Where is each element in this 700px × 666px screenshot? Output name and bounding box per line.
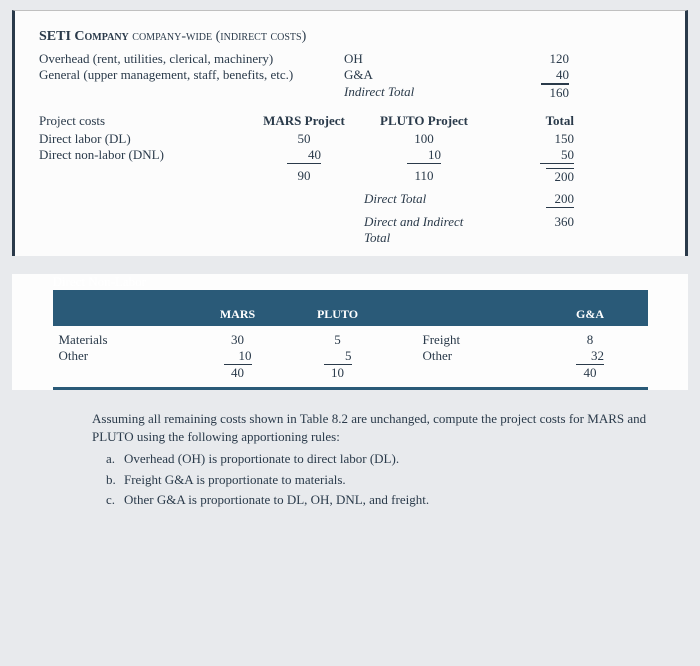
- question-c: c.Other G&A is proportionate to DL, OH, …: [106, 491, 648, 509]
- dl-pluto: 100: [414, 131, 434, 146]
- dnl-materials-label: Materials: [53, 332, 193, 348]
- overhead-label: Overhead (rent, utilities, clerical, mac…: [39, 51, 344, 67]
- general-label: General (upper management, staff, benefi…: [39, 67, 344, 84]
- direct-total-label: Direct Total: [364, 191, 484, 208]
- col-mars: MARS Project: [244, 113, 364, 129]
- col-total: Total: [484, 113, 574, 129]
- general-code: G&A: [344, 67, 509, 84]
- dnl-sum-mars: 40: [231, 365, 244, 380]
- dnl-r1-mars: 30: [231, 332, 244, 347]
- project-costs-label: Project costs: [39, 113, 244, 129]
- dnl-r1-pluto: 5: [334, 332, 341, 347]
- direct-total-value: 200: [546, 191, 574, 208]
- general-value: 40: [541, 67, 569, 84]
- question-block: Assuming all remaining costs shown in Ta…: [12, 390, 688, 521]
- proj-sum-total: 200: [546, 168, 574, 185]
- dnl-title: Direct Non-Labor: [53, 274, 648, 290]
- question-intro: Assuming all remaining costs shown in Ta…: [92, 410, 648, 446]
- title-suffix: company-wide (indirect costs): [129, 29, 306, 44]
- grand-total-label: Direct and Indirect Total: [364, 214, 484, 246]
- dnl-label: Direct non-labor (DNL): [39, 147, 244, 164]
- dnl-sum-ga: 40: [584, 365, 597, 380]
- indirect-total-label: Indirect Total: [344, 84, 509, 101]
- dnl-col-pluto: PLUTO: [283, 307, 393, 322]
- dl-label: Direct labor (DL): [39, 131, 244, 147]
- dnl-r2-ga: 32: [576, 348, 604, 365]
- dl-mars: 50: [298, 131, 311, 146]
- panel-title: SETI Company company-wide (indirect cost…: [39, 29, 661, 45]
- dnl-r2-pluto: 5: [324, 348, 352, 365]
- overhead-value: 120: [550, 51, 570, 66]
- cost-panel: SETI Company company-wide (indirect cost…: [12, 10, 688, 256]
- dnl-r2-mars: 10: [224, 348, 252, 365]
- dnl-other-ga-label: Other: [393, 348, 543, 365]
- indirect-total-value: 160: [541, 84, 569, 101]
- dnl-section: Direct Non-Labor MARS PLUTO G&A Material…: [12, 274, 688, 390]
- col-pluto: PLUTO Project: [364, 113, 484, 129]
- dnl-r1-ga: 8: [587, 332, 594, 347]
- proj-sum-pluto: 110: [414, 168, 433, 183]
- proj-sum-mars: 90: [298, 168, 311, 183]
- grand-total-value: 360: [555, 214, 575, 229]
- question-a: a.Overhead (OH) is proportionate to dire…: [106, 450, 648, 468]
- project-costs: Project costs MARS Project PLUTO Project…: [39, 113, 661, 246]
- dnl-total: 50: [540, 147, 574, 164]
- company-name: SETI Company: [39, 29, 129, 44]
- dnl-pluto: 10: [407, 147, 441, 164]
- overhead-code: OH: [344, 51, 509, 67]
- dnl-mars: 40: [287, 147, 321, 164]
- dnl-sum-pluto: 10: [331, 365, 344, 380]
- dnl-other-label: Other: [53, 348, 193, 365]
- indirect-costs: Overhead (rent, utilities, clerical, mac…: [39, 51, 661, 101]
- dnl-col-ga: G&A: [543, 307, 638, 322]
- dnl-col-mars: MARS: [193, 307, 283, 322]
- question-b: b.Freight G&A is proportionate to materi…: [106, 471, 648, 489]
- dl-total: 150: [555, 131, 575, 146]
- dnl-freight-label: Freight: [393, 332, 543, 348]
